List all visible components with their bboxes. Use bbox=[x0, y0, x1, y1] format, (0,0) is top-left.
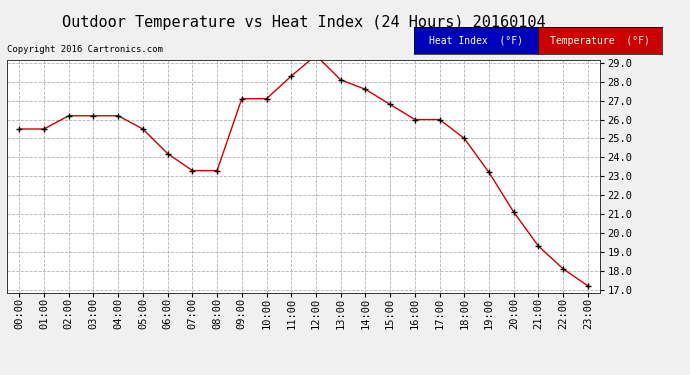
Text: Outdoor Temperature vs Heat Index (24 Hours) 20160104: Outdoor Temperature vs Heat Index (24 Ho… bbox=[62, 15, 545, 30]
Text: Copyright 2016 Cartronics.com: Copyright 2016 Cartronics.com bbox=[7, 45, 163, 54]
Text: Temperature  (°F): Temperature (°F) bbox=[551, 36, 650, 46]
Text: Heat Index  (°F): Heat Index (°F) bbox=[429, 36, 523, 46]
